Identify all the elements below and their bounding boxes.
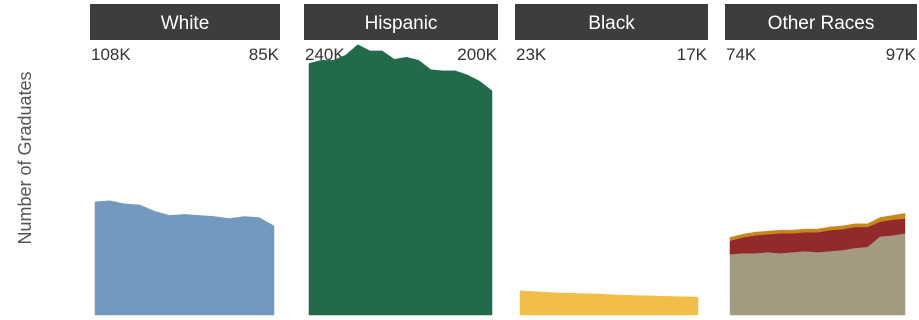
panel-title: White bbox=[161, 13, 210, 34]
panel-header bbox=[304, 4, 498, 40]
end-value-label: 17K bbox=[677, 45, 708, 64]
end-value-label: 85K bbox=[249, 45, 280, 64]
area-series-1 bbox=[519, 290, 699, 316]
start-value-label: 108K bbox=[91, 45, 131, 64]
start-value-label: 74K bbox=[726, 45, 757, 64]
area-series-1 bbox=[94, 200, 275, 316]
end-value-label: 97K bbox=[886, 45, 917, 64]
start-value-label: 240K bbox=[305, 45, 345, 64]
panel-title: Hispanic bbox=[365, 13, 438, 34]
area-series-1 bbox=[308, 44, 493, 316]
panel-black: Black 23K 17K bbox=[515, 4, 708, 316]
area-series-3 bbox=[729, 213, 906, 241]
y-axis-label: Number of Graduates bbox=[15, 71, 35, 244]
panel-title: Other Races bbox=[768, 13, 875, 34]
panel-hispanic: Hispanic 240K 200K bbox=[304, 4, 498, 316]
panel-header bbox=[725, 4, 917, 40]
panel-other-races: Other Races 74K 97K bbox=[725, 4, 917, 316]
panel-title: Black bbox=[588, 13, 635, 34]
start-value-label: 23K bbox=[516, 45, 547, 64]
end-value-label: 200K bbox=[457, 45, 497, 64]
panel-header bbox=[515, 4, 708, 40]
panels: White 108K 85K Hispanic 240K 200K Black 23K 17K O… bbox=[90, 4, 917, 316]
panel-white: White 108K 85K bbox=[90, 4, 280, 316]
panel-header bbox=[90, 4, 280, 40]
